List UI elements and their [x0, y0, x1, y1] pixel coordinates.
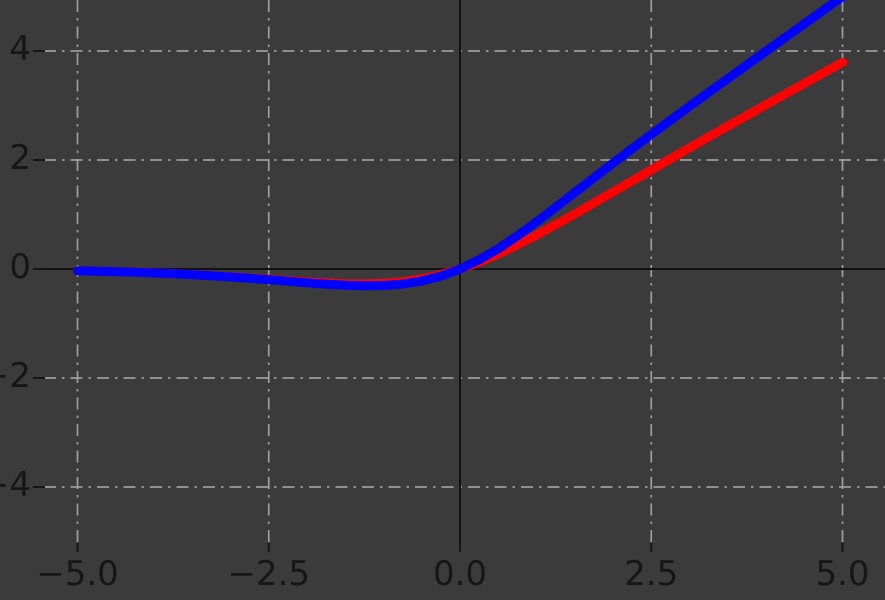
x-tick-label: −2.5 [227, 554, 311, 594]
x-tick-label: −5.0 [36, 554, 119, 594]
blue-curve [73, 0, 846, 291]
x-tick-label: 0.0 [432, 554, 488, 594]
y-tick-label: 2 [9, 137, 31, 178]
y-tick-label: −2 [0, 355, 31, 396]
x-tick-label: 5.0 [815, 554, 870, 594]
y-tick-label: −4 [0, 464, 31, 505]
y-tick-label: 4 [9, 28, 31, 69]
x-tick-label: 2.5 [624, 554, 679, 594]
y-tick-label: 0 [9, 246, 31, 287]
